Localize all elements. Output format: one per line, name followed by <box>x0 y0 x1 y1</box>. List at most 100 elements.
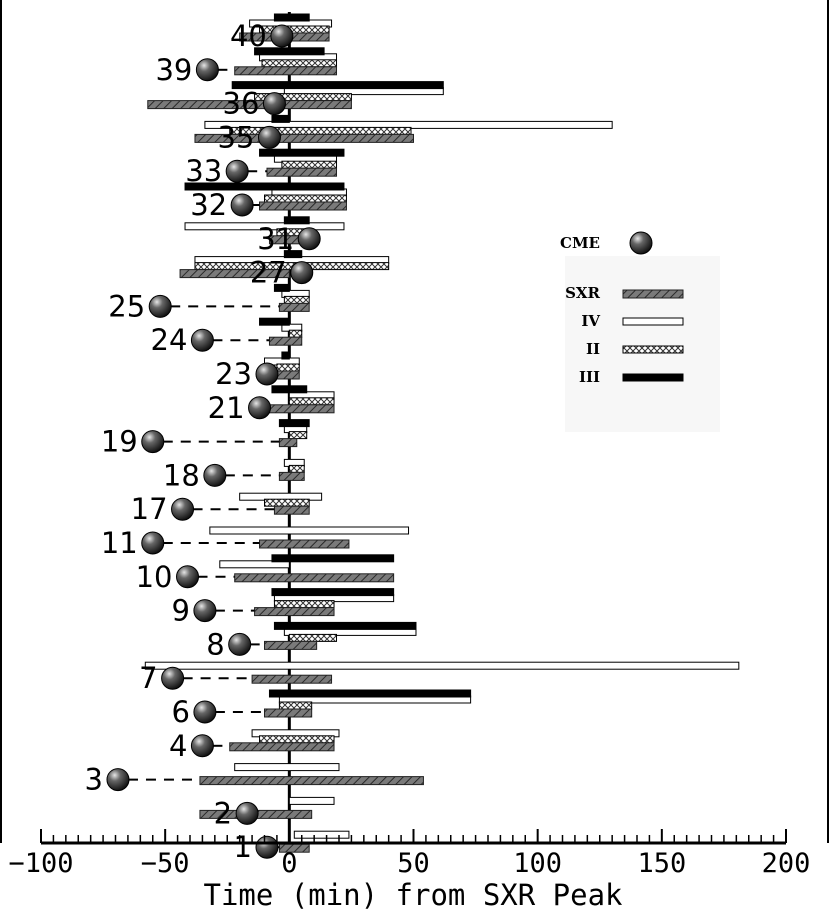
bar-ii-25 <box>283 295 310 304</box>
legend-swatch-cme <box>629 231 653 255</box>
bar-iii-24 <box>259 317 290 326</box>
event-label-25: 25 <box>108 289 145 323</box>
bar-sxr-18 <box>278 471 305 481</box>
event-label-31: 31 <box>257 222 294 256</box>
cme-marker-2 <box>235 801 259 825</box>
event-label-24: 24 <box>151 323 188 357</box>
cme-marker-8 <box>228 632 252 656</box>
bar-sxr-25 <box>278 302 310 312</box>
bar-sxr-32 <box>259 201 347 211</box>
legend-background <box>565 256 720 432</box>
bar-iii-33 <box>259 148 345 157</box>
cme-marker-6 <box>193 700 217 724</box>
cme-marker-23 <box>255 362 279 386</box>
bar-ii-21 <box>288 397 335 406</box>
bar-ii-40 <box>259 25 330 34</box>
bar-iii-25 <box>273 283 290 292</box>
cme-marker-4 <box>190 734 214 758</box>
bar-sxr-7 <box>251 674 333 684</box>
event-label-21: 21 <box>208 391 245 425</box>
bar-iii-9 <box>271 588 395 597</box>
legend-label-cme: CME <box>560 234 600 252</box>
x-tick-label: 150 <box>637 848 686 879</box>
event-label-17: 17 <box>131 492 168 526</box>
bar-iii-19 <box>278 419 310 428</box>
bar-sxr-8 <box>264 640 318 650</box>
event-label-39: 39 <box>155 53 192 87</box>
bar-ii-23 <box>276 363 300 372</box>
x-tick-label: −50 <box>141 848 190 879</box>
bar-ii-17 <box>264 498 310 507</box>
bar-iii-39 <box>254 47 325 56</box>
bar-iii-8 <box>273 621 417 630</box>
event-label-7: 7 <box>139 661 157 695</box>
cme-marker-1 <box>255 835 279 859</box>
legend-label-ii: II <box>586 340 600 358</box>
cme-marker-27 <box>290 261 314 285</box>
bar-sxr-21 <box>268 404 335 414</box>
x-tick-label: −100 <box>8 848 73 879</box>
event-label-11: 11 <box>101 526 138 560</box>
bar-iv-11 <box>209 526 410 535</box>
legend-label-iii: III <box>579 368 600 386</box>
bar-iii-35 <box>271 114 290 123</box>
bar-sxr-6 <box>264 708 313 718</box>
event-label-9: 9 <box>171 594 189 628</box>
cme-marker-3 <box>106 768 130 792</box>
event-label-8: 8 <box>206 627 224 661</box>
bar-iv-10 <box>219 560 290 569</box>
bar-sxr-27 <box>179 269 290 279</box>
legend-swatch-iv <box>622 317 684 326</box>
event-label-18: 18 <box>163 458 200 492</box>
cme-marker-33 <box>225 159 249 183</box>
legend-swatch-ii <box>622 345 684 354</box>
bar-sxr-19 <box>278 438 298 448</box>
event-label-36: 36 <box>223 87 260 121</box>
bar-sxr-17 <box>273 505 310 515</box>
cme-marker-7 <box>161 666 185 690</box>
cme-markers-layer <box>106 24 321 859</box>
bar-ii-8 <box>288 633 338 642</box>
cme-marker-21 <box>248 396 272 420</box>
bar-ii-18 <box>288 464 305 473</box>
event-label-33: 33 <box>185 154 222 188</box>
bar-ii-19 <box>288 431 308 440</box>
cme-marker-39 <box>195 58 219 82</box>
cme-marker-25 <box>148 294 172 318</box>
cme-marker-31 <box>297 227 321 251</box>
cme-marker-17 <box>171 497 195 521</box>
bar-sxr-39 <box>234 66 338 76</box>
bar-iv-3 <box>234 763 340 772</box>
cme-marker-40 <box>270 24 294 48</box>
cme-marker-11 <box>141 531 165 555</box>
cme-marker-19 <box>141 430 165 454</box>
event-label-3: 3 <box>85 763 103 797</box>
legend-label-sxr: SXR <box>565 284 600 302</box>
bar-iii-23 <box>281 351 290 360</box>
x-tick-label: 200 <box>762 848 811 879</box>
bar-sxr-33 <box>266 167 338 177</box>
event-label-19: 19 <box>101 425 138 459</box>
bar-iii-6 <box>268 689 472 698</box>
bar-ii-33 <box>281 160 338 169</box>
bar-sxr-11 <box>259 539 350 549</box>
x-tick-label: 50 <box>397 848 430 879</box>
legend-label-iv: IV <box>581 312 600 330</box>
bar-sxr-9 <box>254 607 335 617</box>
event-label-35: 35 <box>218 120 255 154</box>
bar-ii-6 <box>278 701 313 710</box>
cme-marker-18 <box>203 463 227 487</box>
bar-iv-31 <box>184 222 345 231</box>
event-label-6: 6 <box>171 695 189 729</box>
bar-iv-2 <box>288 796 335 805</box>
event-label-27: 27 <box>250 256 287 290</box>
bar-ii-9 <box>273 600 335 609</box>
cme-marker-36 <box>262 92 286 116</box>
x-tick-label: 0 <box>281 848 297 879</box>
bar-iii-27 <box>283 250 303 259</box>
bar-ii-39 <box>261 59 338 68</box>
legend-swatch-iii <box>622 373 684 382</box>
